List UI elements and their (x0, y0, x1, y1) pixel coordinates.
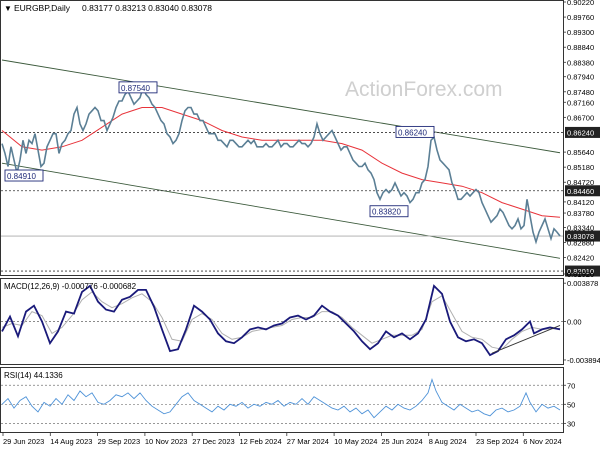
macd-tick-label-2: -0.003894 (567, 356, 600, 365)
rsi-line (1, 378, 561, 419)
channel-lower-line (1, 162, 561, 259)
macd-tick-label-1: 0.00 (567, 318, 582, 327)
annotation-box-3 (369, 205, 409, 218)
x-tick-label-6: 27 Mar 2024 (287, 437, 329, 446)
level-label-3: 0.83078 (567, 232, 594, 241)
header-arrow-icon: ▼ (4, 4, 12, 13)
price-tick-label-14: 0.84120 (567, 198, 594, 207)
quote-values: 0.83177 0.83213 0.83040 0.83078 (82, 3, 212, 13)
price-tick-label-2: 0.89300 (567, 28, 594, 37)
x-tick-label-11: 6 Nov 2024 (523, 437, 561, 446)
annotation-label-2: 0.86240 (398, 128, 427, 137)
symbol-label: EURGBP,Daily (14, 3, 71, 13)
channel-upper-line (1, 59, 561, 154)
x-tick-label-4: 27 Dec 2023 (192, 437, 235, 446)
macd-layer: 0.003878 0.00 -0.003894 (1, 279, 600, 365)
price-tick-label-7: 0.87160 (567, 98, 594, 107)
macd-title: MACD(12,26,9) -0.000776 -0.000682 (4, 282, 137, 291)
rsi-tick-label-1: 50 (567, 400, 575, 409)
x-tick-label-1: 14 Aug 2023 (50, 437, 92, 446)
macd-line (1, 284, 561, 357)
rsi-panel-frame (0, 367, 564, 433)
level-label-2: 0.82010 (567, 267, 594, 276)
price-tick-label-8: 0.86700 (567, 113, 594, 122)
annotation-label-0: 0.87540 (121, 84, 150, 93)
annotation-box-0 (118, 81, 158, 94)
macd-trendline (491, 325, 561, 354)
rsi-title: RSI(14) 44.1336 (4, 371, 63, 380)
level-label-3-box (565, 230, 600, 242)
moving-average-line (1, 107, 561, 218)
x-tick-label-8: 25 Jun 2024 (381, 437, 422, 446)
level-label-0-box (565, 126, 600, 138)
level-label-1: 0.84460 (567, 187, 594, 196)
x-tick-label-7: 10 May 2024 (334, 437, 377, 446)
level-label-2-box (565, 265, 600, 277)
price-tick-label-3: 0.88840 (567, 43, 594, 52)
price-layer: 0.86240 0.84460 0.82010 0.83078 0.90220 0.897… (1, 0, 600, 279)
price-tick-label-15: 0.83780 (567, 209, 594, 218)
price-tick-label-18: 0.82880 (567, 239, 594, 248)
price-tick-label-0: 0.90220 (567, 0, 594, 7)
price-tick-label-6: 0.87480 (567, 88, 594, 97)
rsi-tick-label-2: 30 (567, 419, 575, 428)
annotation-label-1: 0.84910 (7, 172, 36, 181)
level-label-0: 0.86240 (567, 128, 594, 137)
price-tick-label-4: 0.88380 (567, 58, 594, 67)
macd-tick-label-0: 0.003878 (567, 279, 598, 288)
annotation-box-2 (395, 125, 435, 138)
price-line (1, 85, 561, 245)
x-tick-label-3: 10 Nov 2023 (145, 437, 188, 446)
annotation-label-3: 0.83820 (372, 208, 401, 217)
annotation-box-1 (4, 169, 44, 182)
x-tick-label-9: 8 Aug 2024 (429, 437, 467, 446)
x-tick-label-5: 12 Feb 2024 (240, 437, 282, 446)
x-axis: 29 Jun 2023 14 Aug 2023 29 Sep 2023 10 Nov … (2, 432, 562, 446)
price-tick-label-10: 0.85640 (567, 148, 594, 157)
watermark: ActionForex.com (345, 78, 503, 101)
price-tick-label-12: 0.84720 (567, 178, 594, 187)
rsi-tick-label-0: 70 (567, 381, 575, 390)
level-label-1-box (565, 185, 600, 197)
price-tick-label-1: 0.89760 (567, 13, 594, 22)
x-tick-label-0: 29 Jun 2023 (3, 437, 44, 446)
rsi-layer: 70 50 30 (1, 378, 575, 428)
price-tick-label-21: 0.81920 (567, 270, 594, 279)
x-tick-label-10: 23 Sep 2024 (476, 437, 519, 446)
price-tick-label-16: 0.83340 (567, 223, 594, 232)
price-tick-label-19: 0.82420 (567, 254, 594, 263)
price-tick-label-11: 0.85180 (567, 163, 594, 172)
x-tick-label-2: 29 Sep 2023 (98, 437, 141, 446)
price-tick-label-5: 0.87940 (567, 73, 594, 82)
